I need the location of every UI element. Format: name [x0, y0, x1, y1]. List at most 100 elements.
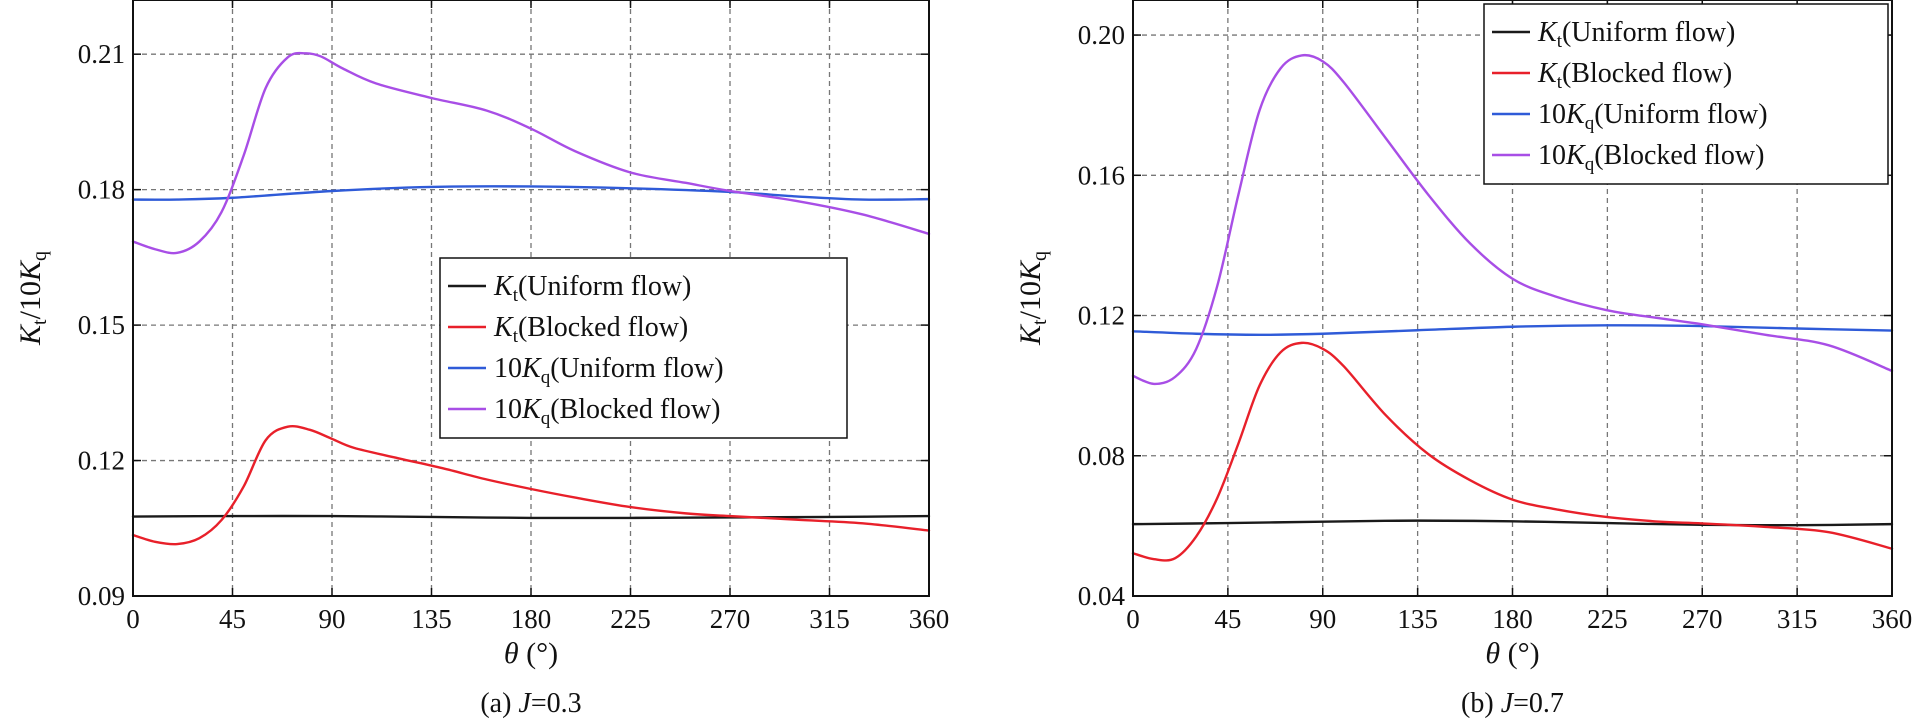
legend-subscript: t: [513, 285, 519, 306]
chart-panel-b: 0 45 90 135 180 225 270 315 3600.040.080.120.160…: [1014, 0, 1912, 719]
y-axis-title-part: q: [29, 251, 51, 261]
x-axis: 0 45 90 135 180 225 270 315 360: [126, 0, 949, 634]
legend-subscript: q: [541, 408, 551, 429]
x-tick-label: 45: [219, 604, 246, 634]
legend-suffix: (Blocked flow): [1562, 58, 1732, 89]
y-axis-title-part: K: [1014, 259, 1047, 282]
y-tick-label: 0.04: [1078, 581, 1126, 611]
legend-variable: K: [1537, 58, 1558, 89]
x-axis-title: θ (°): [1485, 637, 1539, 670]
series-line-3: [1131, 53, 1894, 386]
chart-panel-a: 0 45 90 135 180 225 270 315 3600.090.120.150.180…: [14, 0, 949, 719]
x-tick-label: 180: [1492, 604, 1533, 634]
chart-caption: (b) J=0.7: [1461, 688, 1564, 719]
legend-entry: Kt(Blocked flow): [493, 312, 688, 347]
series-group: [1131, 53, 1894, 562]
x-tick-label: 360: [1872, 604, 1913, 634]
x-tick-label: 315: [809, 604, 850, 634]
y-axis-title-part: K: [1014, 323, 1047, 346]
y-tick-label: 0.18: [78, 175, 125, 205]
y-axis-title-part: t: [29, 319, 51, 325]
x-axis-variable: θ: [1485, 637, 1500, 670]
y-axis: 0.04 0.08 0.12 0.16 0.20: [1078, 20, 1892, 611]
y-tick-label: 0.09: [78, 581, 125, 611]
legend-box: [439, 257, 848, 439]
legend-prefix: 10: [1538, 140, 1566, 171]
series-line-1: [1131, 341, 1894, 562]
legend-prefix: 10: [494, 394, 522, 425]
legend-variable: K: [521, 353, 542, 384]
legend-subscript: t: [1557, 72, 1563, 93]
legend-box: [1483, 3, 1889, 185]
x-axis-title: θ (°): [504, 637, 558, 670]
x-tick-label: 45: [1214, 604, 1241, 634]
legend-subscript: t: [513, 326, 519, 347]
y-axis-title: Kt/10Kq: [1014, 251, 1051, 346]
legend-entry: Kt(Uniform flow): [493, 271, 691, 306]
legend-variable: K: [493, 271, 514, 302]
x-axis-variable: θ: [504, 637, 519, 670]
x-tick-label: 135: [411, 604, 452, 634]
legend-variable: K: [1565, 140, 1586, 171]
series-line-2: [1131, 324, 1894, 337]
y-axis-title-part: K: [14, 259, 47, 282]
legend-prefix: 10: [494, 353, 522, 384]
x-tick-label: 225: [610, 604, 651, 634]
caption-prefix: (b): [1461, 688, 1501, 719]
legend-subscript: q: [1585, 113, 1595, 134]
legend-entry: Kt(Blocked flow): [1537, 58, 1732, 93]
legend-subscript: t: [1557, 31, 1563, 52]
legend-entry: 10Kq(Blocked flow): [494, 394, 720, 429]
x-axis: 0 45 90 135 180 225 270 315 360: [1126, 0, 1912, 634]
y-axis-title-part: /10: [14, 281, 47, 319]
x-axis-unit: (°): [1500, 637, 1539, 670]
legend-variable: K: [1565, 99, 1586, 130]
legend: Kt(Uniform flow)Kt(Blocked flow)10Kq(Uni…: [439, 257, 848, 439]
x-tick-label: 135: [1397, 604, 1438, 634]
series-line-0: [131, 514, 931, 520]
chart-caption: (a) J=0.3: [480, 688, 581, 719]
caption-value: =0.3: [531, 688, 582, 719]
x-tick-label: 360: [909, 604, 950, 634]
legend-prefix: 10: [1538, 99, 1566, 130]
y-tick-label: 0.12: [78, 446, 125, 476]
legend-variable: K: [493, 312, 514, 343]
y-axis-title-part: K: [14, 323, 47, 346]
legend-suffix: (Uniform flow): [550, 353, 723, 384]
x-tick-label: 270: [1682, 604, 1723, 634]
legend-entry: 10Kq(Blocked flow): [1538, 140, 1764, 175]
y-axis-title-part: q: [1029, 251, 1051, 261]
legend-variable: K: [1537, 17, 1558, 48]
legend-suffix: (Blocked flow): [518, 312, 688, 343]
legend-entry: 10Kq(Uniform flow): [1538, 99, 1768, 134]
legend-suffix: (Blocked flow): [1594, 140, 1764, 171]
series-line-2: [131, 185, 931, 201]
y-axis: 0.09 0.12 0.15 0.18 0.21: [78, 39, 929, 611]
series-group: [131, 51, 931, 546]
y-tick-label: 0.08: [1078, 441, 1125, 471]
series-line-1: [131, 424, 931, 546]
x-tick-label: 180: [511, 604, 552, 634]
x-tick-label: 0: [1126, 604, 1140, 634]
series-line-0: [1131, 519, 1894, 527]
y-tick-label: 0.12: [1078, 301, 1125, 331]
legend-suffix: (Uniform flow): [1594, 99, 1767, 130]
legend-subscript: q: [541, 367, 551, 388]
x-tick-label: 0: [126, 604, 140, 634]
series-line-3: [131, 51, 931, 255]
legend-entry: Kt(Uniform flow): [1537, 17, 1735, 52]
y-tick-label: 0.16: [1078, 160, 1125, 190]
legend-subscript: q: [1585, 154, 1595, 175]
y-tick-label: 0.21: [78, 39, 125, 69]
legend-suffix: (Uniform flow): [1562, 17, 1735, 48]
x-tick-label: 90: [1309, 604, 1336, 634]
legend-entry: 10Kq(Uniform flow): [494, 353, 724, 388]
x-tick-label: 90: [319, 604, 346, 634]
legend: Kt(Uniform flow)Kt(Blocked flow)10Kq(Uni…: [1483, 3, 1889, 185]
x-tick-label: 270: [710, 604, 751, 634]
x-axis-unit: (°): [519, 637, 558, 670]
y-axis-title: Kt/10Kq: [14, 251, 51, 346]
y-axis-title-part: /10: [1014, 281, 1047, 319]
caption-prefix: (a): [480, 688, 518, 719]
y-tick-label: 0.15: [78, 310, 125, 340]
